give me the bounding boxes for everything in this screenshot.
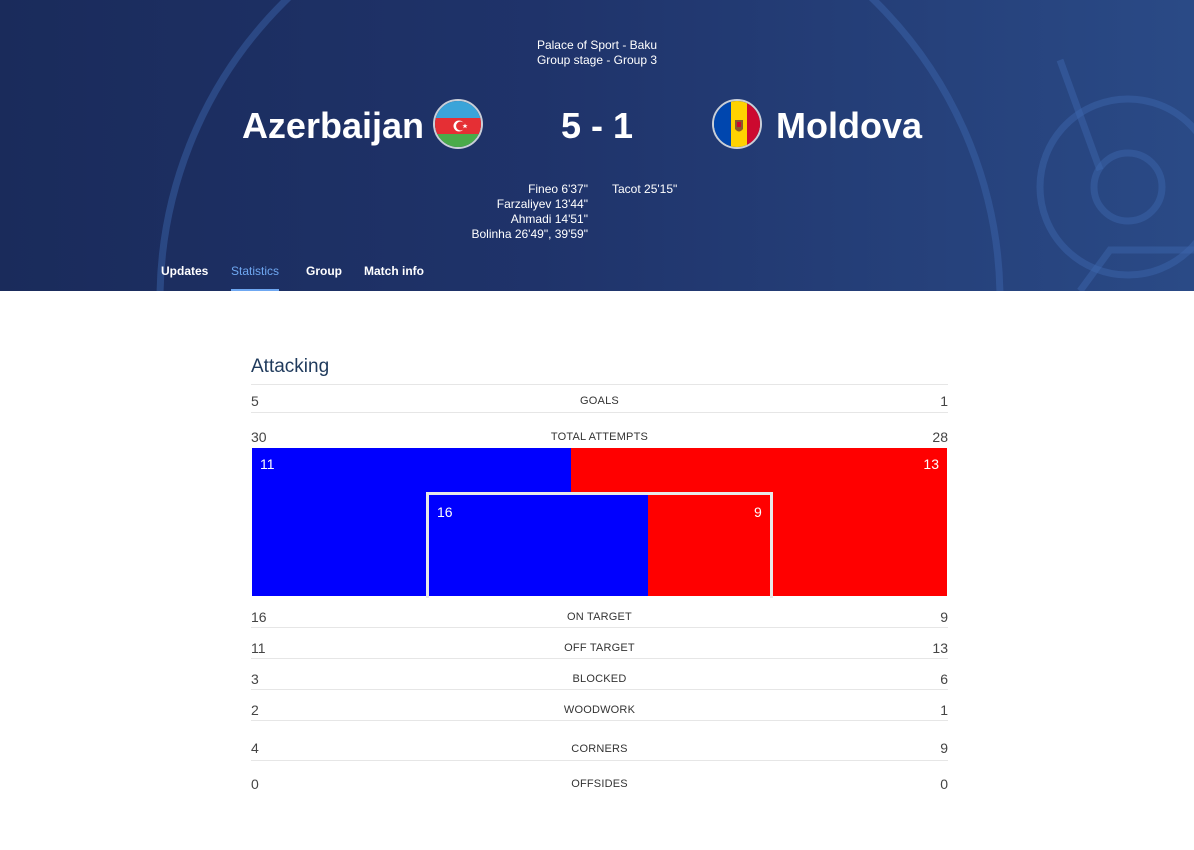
stat-row-blocked: 3 BLOCKED 6 (251, 669, 948, 689)
stat-home-value: 5 (251, 393, 259, 409)
match-header: Palace of Sport - Baku Group stage - Gro… (0, 0, 1194, 291)
tab-statistics[interactable]: Statistics (231, 264, 280, 291)
on-target-home-bar (426, 492, 648, 596)
stat-row-woodwork: 2 WOODWORK 1 (251, 700, 948, 720)
tab-updates[interactable]: Updates (161, 264, 209, 278)
venue-name: Palace of Sport - Baku (536, 38, 658, 52)
stat-row-on-target: 16 ON TARGET 9 (251, 607, 948, 627)
away-team-name[interactable]: Moldova (776, 105, 923, 146)
stat-label: WOODWORK (563, 704, 636, 716)
match-stage: Group stage - Group 3 (536, 53, 658, 67)
stat-home-value: 11 (251, 640, 266, 656)
stat-label: BLOCKED (572, 673, 627, 685)
stat-home-value: 16 (251, 609, 267, 625)
stat-home-value: 4 (251, 740, 259, 756)
stat-label: OFF TARGET (564, 642, 635, 654)
home-scorer: Bolinha 26'49", 39'59" (471, 227, 588, 241)
azerbaijan-flag-icon[interactable] (433, 99, 483, 149)
attempts-graphic: 11 13 16 9 (252, 448, 947, 598)
on-target-home-label: 16 (437, 504, 453, 520)
divider (251, 760, 948, 761)
stat-home-value: 2 (251, 702, 259, 718)
stat-home-value: 30 (251, 429, 267, 445)
moldova-flag-icon[interactable] (712, 99, 762, 149)
tab-match-info[interactable]: Match info (364, 264, 424, 278)
home-scorer: Ahmadi 14'51" (510, 212, 588, 226)
home-scorer: Farzaliyev 13'44" (496, 197, 588, 211)
section-title-attacking: Attacking (251, 356, 330, 377)
stat-away-value: 1 (940, 393, 948, 409)
divider (251, 412, 948, 413)
stat-row-off-target: 11 OFF TARGET 13 (251, 638, 948, 658)
away-scorers: Tacot 25'15" (612, 182, 677, 197)
on-target-away-bar (648, 492, 773, 596)
stat-away-value: 0 (940, 776, 948, 792)
divider (251, 627, 948, 628)
divider (251, 720, 948, 721)
stat-away-value: 13 (932, 640, 948, 656)
stat-home-value: 3 (251, 671, 259, 687)
stat-row-goals: 5 GOALS 1 (251, 391, 948, 411)
stat-away-value: 9 (940, 740, 948, 756)
stat-away-value: 1 (940, 702, 948, 718)
home-scorer: Fineo 6'37" (528, 182, 588, 196)
away-scorer: Tacot 25'15" (612, 182, 678, 196)
divider (251, 384, 948, 385)
stat-away-value: 28 (932, 429, 948, 445)
stat-label: ON TARGET (567, 611, 632, 623)
off-target-home-label: 11 (260, 456, 275, 472)
stat-label: TOTAL ATTEMPTS (550, 431, 649, 443)
match-score: 5 - 1 (560, 105, 634, 146)
header-decoration (156, 0, 1194, 291)
goal-frame (426, 492, 773, 598)
stat-home-value: 0 (251, 776, 259, 792)
divider (251, 689, 948, 690)
off-target-away-label: 13 (923, 456, 939, 472)
stat-label: GOALS (580, 395, 619, 407)
divider (251, 658, 948, 659)
stat-row-corners: 4 CORNERS 9 (251, 738, 948, 758)
home-team-name[interactable]: Azerbaijan (241, 105, 424, 146)
on-target-away-label: 9 (754, 504, 762, 520)
tab-group[interactable]: Group (306, 264, 342, 278)
stat-row-total-attempts: 30 TOTAL ATTEMPTS 28 (251, 427, 948, 447)
stat-away-value: 9 (940, 609, 948, 625)
stat-away-value: 6 (940, 671, 948, 687)
stat-label: CORNERS (571, 743, 628, 755)
home-scorers: Fineo 6'37" Farzaliyev 13'44" Ahmadi 14'… (471, 182, 588, 242)
stat-row-offsides: 0 OFFSIDES 0 (251, 774, 948, 794)
stat-label: OFFSIDES (571, 778, 628, 790)
